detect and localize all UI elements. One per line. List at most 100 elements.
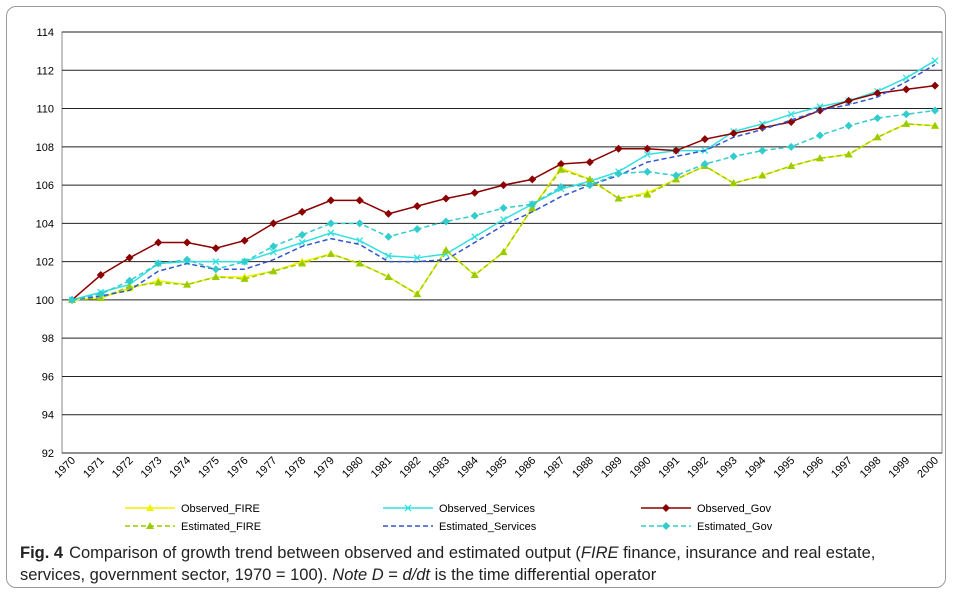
- marker: [815, 131, 824, 140]
- marker: [815, 154, 824, 162]
- marker: [672, 171, 681, 180]
- legend-label: Estimated_Services: [439, 521, 537, 533]
- x-tick-label: 1999: [887, 455, 913, 481]
- marker: [499, 248, 508, 256]
- caption-text: finance, insurance and real estate, serv…: [20, 544, 876, 584]
- y-tick-label: 108: [36, 142, 54, 154]
- marker: [844, 96, 853, 105]
- legend-item: Observed_Gov: [641, 503, 771, 515]
- marker: [269, 248, 277, 256]
- legend-label: Estimated_FIRE: [181, 521, 261, 533]
- marker: [441, 246, 450, 254]
- marker: [585, 181, 594, 190]
- marker: [557, 160, 566, 169]
- marker: [470, 271, 479, 279]
- y-tick-label: 98: [42, 333, 54, 345]
- x-tick-label: 1988: [570, 455, 596, 481]
- y-tick-label: 92: [42, 448, 54, 460]
- x-tick-label: 1992: [685, 455, 711, 481]
- series: [68, 81, 939, 304]
- marker: [355, 219, 364, 228]
- caption: Fig. 4 Comparison of growth trend between…: [20, 542, 940, 586]
- marker: [662, 522, 670, 530]
- marker: [413, 290, 422, 298]
- caption-text: Comparison of growth trend between obser…: [69, 544, 581, 562]
- marker: [528, 200, 537, 209]
- marker: [326, 196, 335, 205]
- caption-label: Fig. 4: [20, 544, 64, 562]
- y-tick-label: 102: [36, 257, 54, 269]
- marker: [931, 57, 939, 65]
- x-tick-label: 1997: [829, 455, 855, 481]
- marker: [614, 169, 623, 178]
- marker: [183, 255, 192, 264]
- marker: [154, 238, 163, 247]
- marker: [211, 244, 220, 253]
- x-tick-label: 1974: [167, 455, 193, 481]
- marker: [355, 196, 364, 205]
- legend-item: Estimated_FIRE: [125, 521, 261, 533]
- x-tick-label: 1994: [743, 455, 769, 481]
- y-tick-label: 104: [36, 218, 54, 230]
- marker: [96, 271, 105, 280]
- marker: [96, 290, 105, 299]
- marker: [298, 259, 307, 267]
- marker: [326, 219, 335, 228]
- marker: [125, 276, 134, 285]
- caption-text: FIRE: [580, 544, 619, 562]
- marker: [729, 129, 738, 138]
- marker: [298, 239, 306, 246]
- marker: [844, 121, 853, 130]
- marker: [787, 110, 795, 118]
- marker: [729, 179, 738, 187]
- legend-item: Estimated_Services: [383, 521, 537, 533]
- marker: [700, 135, 709, 144]
- marker: [873, 133, 882, 141]
- marker: [585, 175, 594, 183]
- marker: [384, 209, 393, 218]
- marker: [470, 211, 479, 220]
- marker: [931, 106, 939, 115]
- y-tick-label: 112: [36, 65, 54, 77]
- marker: [404, 504, 412, 512]
- marker: [499, 204, 508, 213]
- marker: [758, 123, 767, 132]
- marker: [672, 146, 681, 155]
- figure-frame: [6, 6, 946, 588]
- marker: [384, 232, 393, 241]
- marker: [413, 202, 422, 211]
- y-tick-label: 114: [36, 27, 54, 39]
- marker: [873, 114, 882, 123]
- chart: 92 94 96 98 100 102 104 106 108 110 112 114 1970 1971…: [36, 27, 943, 533]
- marker: [240, 257, 249, 266]
- marker: [298, 230, 307, 239]
- marker: [844, 150, 853, 158]
- marker: [470, 188, 479, 197]
- marker: [758, 171, 767, 179]
- marker: [441, 194, 450, 203]
- marker: [643, 144, 652, 153]
- x-tick-label: 1986: [513, 455, 539, 481]
- marker: [729, 152, 738, 161]
- marker: [211, 272, 220, 280]
- marker: [125, 282, 134, 290]
- marker: [902, 119, 911, 127]
- legend-label: Observed_Services: [439, 503, 535, 515]
- series: [68, 106, 939, 304]
- y-tick-label: 106: [36, 180, 54, 192]
- marker: [269, 219, 278, 228]
- marker: [183, 280, 192, 288]
- marker: [441, 217, 450, 226]
- x-tick-label: 1991: [656, 455, 682, 481]
- caption-text: Note D: [332, 566, 384, 584]
- marker: [154, 278, 163, 286]
- caption-text: =: [383, 566, 403, 584]
- legend-label: Observed_Gov: [697, 503, 771, 515]
- marker: [240, 236, 249, 245]
- legend-item: Estimated_Gov: [641, 521, 773, 533]
- marker: [269, 267, 278, 275]
- marker: [298, 207, 307, 216]
- x-tick-label: 1977: [254, 455, 280, 481]
- marker: [327, 229, 335, 237]
